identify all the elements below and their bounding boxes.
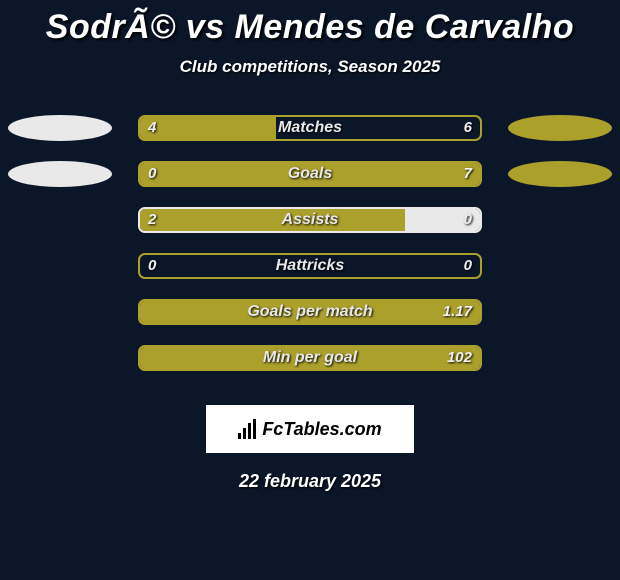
left-value: 4 <box>148 115 156 141</box>
left-team-icon <box>8 161 112 187</box>
stat-row: Goals per match1.17 <box>0 289 620 335</box>
bar-fill-right <box>140 301 480 323</box>
subtitle: Club competitions, Season 2025 <box>0 57 620 77</box>
left-team-icon <box>8 115 112 141</box>
right-value: 102 <box>447 345 472 371</box>
right-team-icon <box>508 115 612 141</box>
bar-track <box>138 253 482 279</box>
bar-track <box>138 161 482 187</box>
logo-text: FcTables.com <box>262 419 381 440</box>
bar-track <box>138 345 482 371</box>
right-value: 7 <box>464 161 472 187</box>
stat-row: Min per goal102 <box>0 335 620 381</box>
right-value: 6 <box>464 115 472 141</box>
stat-row: Hattricks00 <box>0 243 620 289</box>
right-value: 0 <box>464 207 472 233</box>
bar-fill-right <box>140 347 480 369</box>
stat-row: Matches46 <box>0 105 620 151</box>
logo-bars-icon <box>238 419 256 439</box>
bar-fill-right <box>140 163 480 185</box>
footer-date: 22 february 2025 <box>0 471 620 492</box>
bar-fill-left <box>140 117 276 139</box>
right-team-icon <box>508 161 612 187</box>
bar-track <box>138 207 482 233</box>
stat-row: Goals07 <box>0 151 620 197</box>
bar-fill-left <box>140 209 405 231</box>
fctables-logo: FcTables.com <box>206 405 414 453</box>
left-value: 0 <box>148 161 156 187</box>
left-value: 2 <box>148 207 156 233</box>
page-title: SodrÃ© vs Mendes de Carvalho <box>0 0 620 47</box>
stat-row: Assists20 <box>0 197 620 243</box>
bar-track <box>138 115 482 141</box>
right-value: 0 <box>464 253 472 279</box>
left-value: 0 <box>148 253 156 279</box>
bar-track <box>138 299 482 325</box>
right-value: 1.17 <box>443 299 472 325</box>
comparison-chart: Matches46Goals07Assists20Hattricks00Goal… <box>0 105 620 381</box>
